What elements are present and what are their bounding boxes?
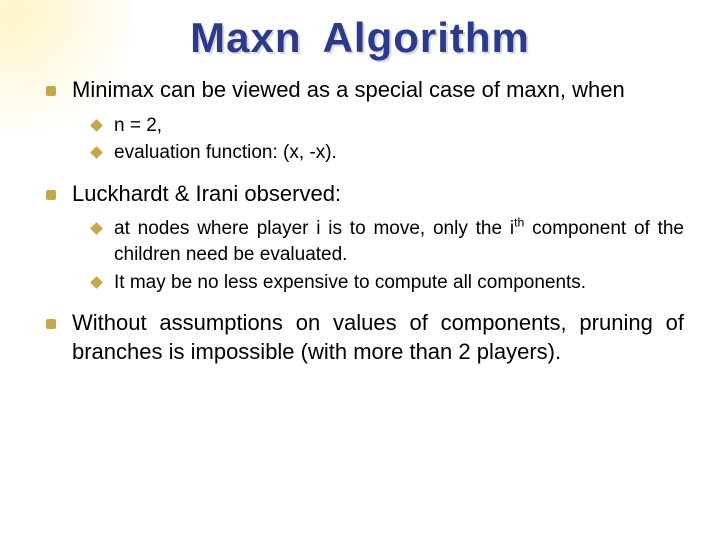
sub-bullet-list: at nodes where player i is to move, only…	[72, 216, 684, 295]
bullet-text: Without assumptions on values of compone…	[72, 310, 684, 364]
sub-bullet-item: evaluation function: (x, -x).	[92, 140, 684, 166]
slide-title: Maxn Algorithm	[36, 14, 684, 62]
sub-bullet-item: at nodes where player i is to move, only…	[92, 216, 684, 267]
bullet-text: Luckhardt & Irani observed:	[72, 181, 341, 206]
bullet-item: Without assumptions on values of compone…	[44, 309, 684, 366]
sub-bullet-text-before: at nodes where player i is to move, only…	[114, 218, 514, 239]
superscript: th	[514, 216, 524, 230]
bullet-item: Luckhardt & Irani observed: at nodes whe…	[44, 180, 684, 296]
sub-bullet-item: It may be no less expensive to compute a…	[92, 270, 684, 296]
sub-bullet-text: evaluation function: (x, -x).	[114, 142, 337, 163]
bullet-text: Minimax can be viewed as a special case …	[72, 77, 625, 102]
sub-bullet-item: n = 2,	[92, 113, 684, 139]
sub-bullet-text: It may be no less expensive to compute a…	[114, 272, 586, 293]
sub-bullet-text: n = 2,	[114, 115, 162, 136]
bullet-item: Minimax can be viewed as a special case …	[44, 76, 684, 166]
sub-bullet-list: n = 2, evaluation function: (x, -x).	[72, 113, 684, 166]
slide: Maxn Algorithm Minimax can be viewed as …	[0, 0, 720, 540]
bullet-list: Minimax can be viewed as a special case …	[36, 76, 684, 367]
